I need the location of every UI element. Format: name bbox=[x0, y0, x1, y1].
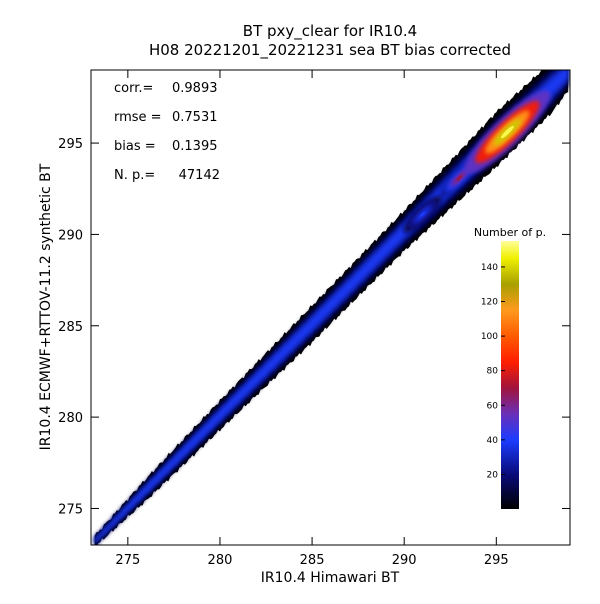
x-tick-label: 295 bbox=[484, 553, 509, 568]
y-tick-label: 285 bbox=[58, 320, 83, 335]
stat-label: rmse = bbox=[114, 110, 162, 125]
stat-label: corr.= bbox=[114, 81, 153, 96]
colorbar-tick-label: 40 bbox=[487, 436, 499, 446]
colorbar-tick-label: 80 bbox=[487, 367, 499, 377]
colorbar-gradient bbox=[501, 241, 519, 509]
stat-label: N. p.= bbox=[114, 168, 155, 183]
x-tick-label: 285 bbox=[300, 553, 325, 568]
colorbar-tick-label: 140 bbox=[481, 263, 498, 273]
density-peak bbox=[500, 125, 514, 139]
x-tick-label: 280 bbox=[208, 553, 233, 568]
stat-value: 0.7531 bbox=[172, 110, 218, 125]
colorbar-tick-label: 120 bbox=[481, 298, 498, 308]
colorbar: Number of p. 20 40 60 80 100 120 140 bbox=[474, 226, 546, 509]
x-tick-label: 290 bbox=[392, 553, 417, 568]
stats-box: corr.= 0.9893 rmse = 0.7531 bias = 0.1395 N. p… bbox=[114, 81, 220, 183]
density-secondary-peak bbox=[419, 211, 426, 218]
y-tick-label: 275 bbox=[58, 502, 83, 517]
chart-title: BT pxy_clear for IR10.4 bbox=[243, 22, 417, 41]
stat-label: bias = bbox=[114, 139, 156, 154]
chart-subtitle: H08 20221201_20221231 sea BT bias correc… bbox=[149, 41, 511, 60]
x-axis-label: IR10.4 Himawari BT bbox=[261, 570, 400, 586]
density-secondary-peak bbox=[456, 174, 463, 181]
colorbar-tick-label: 100 bbox=[481, 332, 498, 342]
colorbar-tick-label: 20 bbox=[487, 470, 499, 480]
y-tick-label: 295 bbox=[58, 137, 83, 152]
y-tick-label: 280 bbox=[58, 411, 83, 426]
stat-value: 0.9893 bbox=[172, 81, 218, 96]
y-axis: 275 280 285 290 295 bbox=[58, 137, 570, 517]
plot-frame bbox=[90, 69, 571, 546]
x-axis: 275 280 285 290 295 bbox=[115, 70, 509, 568]
colorbar-title: Number of p. bbox=[474, 226, 546, 239]
stat-value: 0.1395 bbox=[172, 139, 218, 154]
y-tick-label: 290 bbox=[58, 228, 83, 243]
stat-value: 47142 bbox=[179, 168, 220, 183]
y-axis-label: IR10.4 ECMWF+RTTOV-11.2 synthetic BT bbox=[38, 163, 54, 450]
colorbar-tick-label: 60 bbox=[487, 401, 499, 411]
x-tick-label: 275 bbox=[115, 553, 140, 568]
density-band bbox=[94, 70, 569, 545]
